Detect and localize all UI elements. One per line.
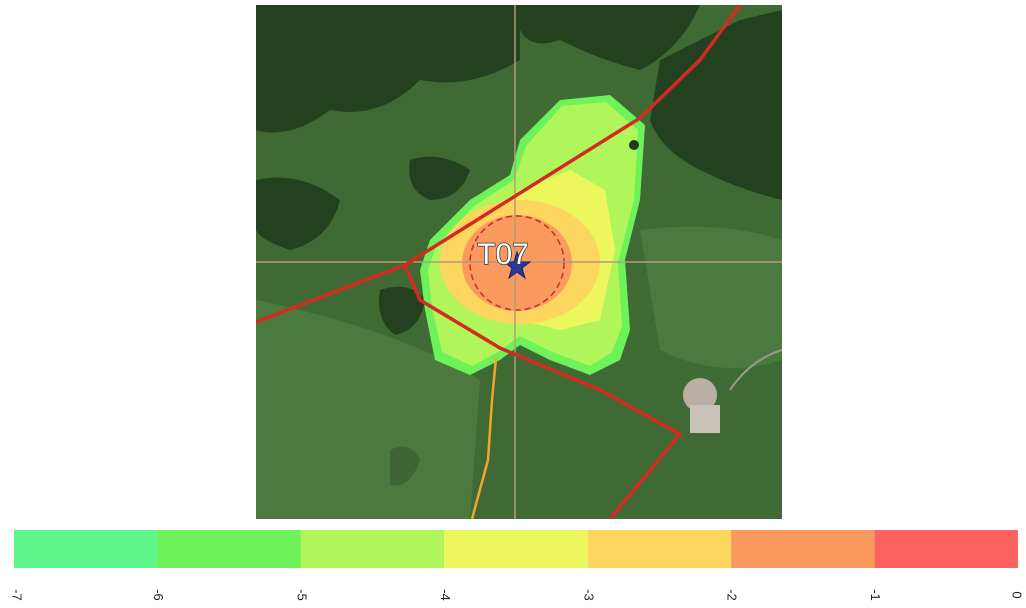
colorbar-segment — [301, 530, 444, 568]
colorbar-segment — [157, 530, 300, 568]
colorbar-tick-label: -2 — [725, 589, 740, 601]
colorbar-tick-label: -6 — [151, 589, 166, 601]
tree — [629, 140, 639, 150]
colorbar-tick-label: 0 — [1010, 591, 1025, 598]
colorbar-segment — [14, 530, 157, 568]
colorbar-tick-label: -5 — [294, 589, 309, 601]
colorbar: -7 -6 -5 -4 -3 -2 -1 0 — [10, 530, 1025, 601]
turbine-label: T07 — [477, 238, 529, 271]
colorbar-tick-label: -3 — [581, 589, 596, 601]
colorbar-tick-label: -7 — [10, 589, 25, 601]
colorbar-segment — [444, 530, 587, 568]
colorbar-segment — [875, 530, 1018, 568]
colorbar-segment — [731, 530, 874, 568]
map: T07 — [256, 5, 782, 519]
colorbar-tick-label: -4 — [438, 589, 453, 601]
colorbar-segment — [588, 530, 731, 568]
building — [690, 405, 720, 433]
colorbar-tick-label: -1 — [868, 589, 883, 601]
page: T07 -7 -6 -5 -4 -3 -2 -1 0 — [0, 0, 1026, 608]
